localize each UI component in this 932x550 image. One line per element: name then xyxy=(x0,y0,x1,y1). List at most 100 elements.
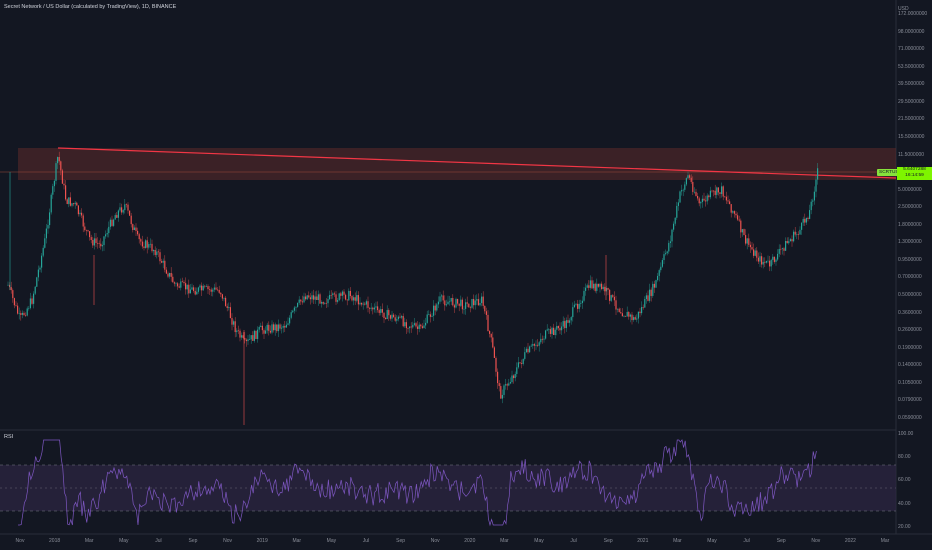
time-tick: Jul xyxy=(362,538,370,544)
candle-body xyxy=(36,277,38,287)
candle-body xyxy=(589,280,591,288)
candle-body xyxy=(340,293,342,296)
candle-body xyxy=(684,184,686,190)
candle-body xyxy=(508,383,510,386)
time-tick: Nov xyxy=(811,538,821,544)
candle-body xyxy=(213,287,215,290)
candle-body xyxy=(749,244,751,248)
time-tick: May xyxy=(707,538,717,544)
candle-body xyxy=(716,187,718,195)
candle-body xyxy=(481,296,483,304)
candle-body xyxy=(154,250,156,255)
candle-body xyxy=(173,282,175,284)
price-tick: 0.1400000 xyxy=(898,362,922,369)
candle-body xyxy=(453,305,455,308)
candle-body xyxy=(365,301,367,305)
candle-body xyxy=(509,382,511,384)
candle-body xyxy=(425,322,427,326)
candle-body xyxy=(253,330,255,341)
candle-body xyxy=(20,313,22,315)
candle-body xyxy=(642,307,644,308)
candle-body xyxy=(785,240,787,251)
candle-body xyxy=(701,198,703,203)
candle-body xyxy=(209,289,211,290)
candle-body xyxy=(202,285,204,291)
candle-body xyxy=(717,187,719,193)
candle-body xyxy=(436,304,438,311)
time-tick: 2018 xyxy=(49,538,61,544)
candle-body xyxy=(108,226,110,234)
candle-body xyxy=(369,307,371,309)
candle-body xyxy=(548,329,550,330)
candle-body xyxy=(506,384,508,386)
candle-body xyxy=(329,295,331,300)
candle-body xyxy=(743,229,745,236)
candle-body xyxy=(612,295,614,297)
candle-body xyxy=(721,186,723,194)
price-tick: 172.0000000 xyxy=(898,11,928,17)
price-axis[interactable]: 172.0000000 98.0000000 71.0000000 53.500000… xyxy=(896,0,932,430)
candle-body xyxy=(557,326,559,329)
candle-body xyxy=(753,249,755,256)
candle-body xyxy=(428,314,430,315)
candle-body xyxy=(205,286,207,287)
candle-body xyxy=(172,276,174,283)
candle-body xyxy=(530,345,532,347)
candle-body xyxy=(100,243,102,247)
candle-body xyxy=(178,286,180,288)
candle-body xyxy=(95,238,97,243)
candle-body xyxy=(809,210,811,219)
rsi-indicator-label[interactable]: RSI xyxy=(4,434,14,440)
candle-body xyxy=(341,291,343,296)
candle-body xyxy=(111,219,113,226)
candle-body xyxy=(597,283,599,287)
candle-body xyxy=(434,305,436,311)
candle-body xyxy=(117,210,119,218)
candle-body xyxy=(362,303,364,305)
candle-body xyxy=(801,222,803,230)
candle-body xyxy=(594,283,596,291)
candle-body xyxy=(559,328,561,331)
price-tick: 5.0000000 xyxy=(898,186,922,193)
price-tick: 71.0000000 xyxy=(898,46,925,53)
candle-body xyxy=(268,324,270,331)
time-axis[interactable]: Nov 2018 Mar May Jul Sep Nov 2019 Mar May Jul Sep No… xyxy=(0,534,932,550)
candle-body xyxy=(445,304,447,306)
time-tick: Sep xyxy=(603,538,613,544)
candle-body xyxy=(181,281,183,283)
candle-body xyxy=(375,306,377,308)
rsi-axis[interactable]: 100.00 80.00 60.00 40.00 20.00 xyxy=(896,430,932,534)
candle-body xyxy=(732,211,734,213)
candle-body xyxy=(460,299,462,306)
candle-body xyxy=(628,312,630,317)
candle-body xyxy=(410,326,412,328)
candle-body xyxy=(404,322,406,327)
candle-body xyxy=(66,199,68,204)
candle-body xyxy=(396,319,398,321)
candle-body xyxy=(599,283,601,287)
candle-body xyxy=(538,342,540,346)
candle-body xyxy=(521,363,523,364)
candle-body xyxy=(692,181,694,192)
candle-body xyxy=(257,329,259,339)
rsi-tick: 80.00 xyxy=(898,454,911,461)
candle-body xyxy=(658,270,660,276)
candle-body xyxy=(769,260,771,267)
candle-body xyxy=(34,286,36,294)
candle-body xyxy=(23,312,25,316)
candle-body xyxy=(133,227,135,231)
candle-body xyxy=(649,289,651,301)
candle-body xyxy=(149,243,151,245)
candle-body xyxy=(687,175,689,179)
candle-body xyxy=(229,307,231,319)
candle-body xyxy=(68,197,70,204)
candle-body xyxy=(644,298,646,308)
candle-body xyxy=(511,375,513,383)
candle-body xyxy=(313,295,315,300)
candle-body xyxy=(345,294,347,300)
candle-body xyxy=(797,234,799,235)
candle-body xyxy=(585,287,587,291)
candle-body xyxy=(533,344,535,346)
